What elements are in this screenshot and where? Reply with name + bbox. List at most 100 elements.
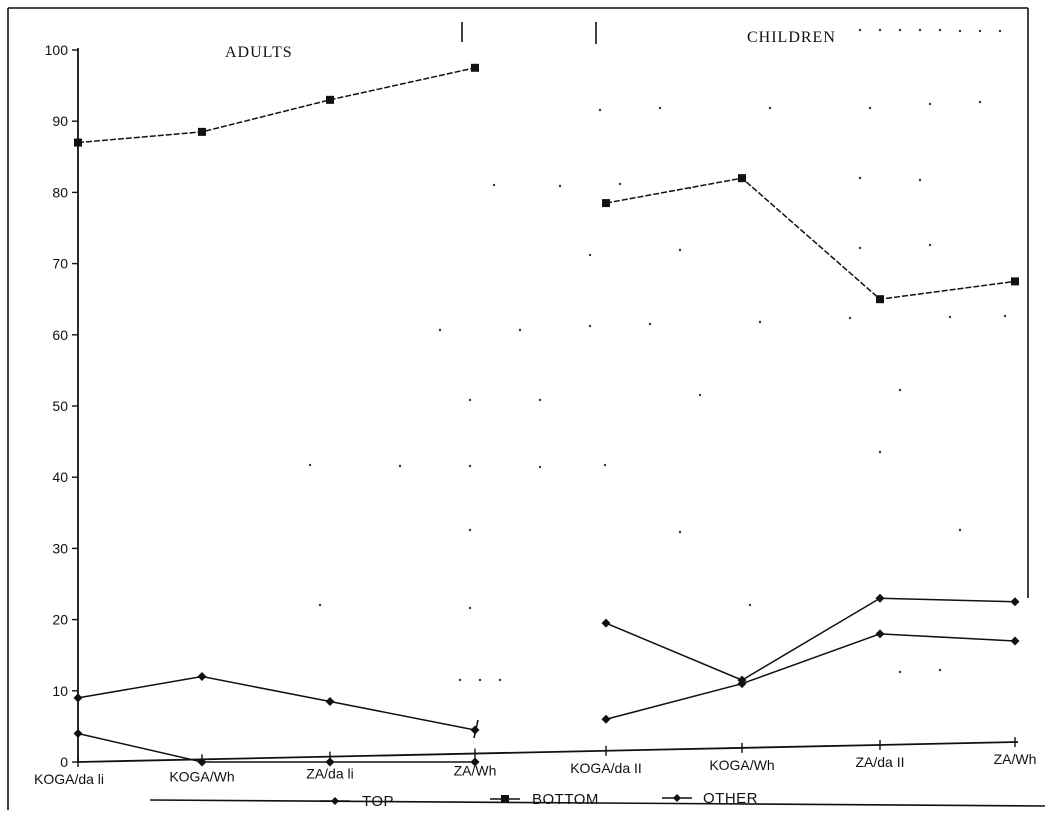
series-bottom-point	[1011, 277, 1019, 286]
legend: TOP BOTTOM OTHER	[320, 790, 758, 810]
series-top-point	[325, 757, 335, 767]
scan-speck	[978, 100, 982, 104]
series-other-line-children	[605, 597, 1016, 681]
y-tick-label: 60	[52, 327, 68, 343]
scan-speck	[588, 253, 592, 257]
series-other-point	[601, 618, 611, 628]
y-tick-label: 20	[52, 612, 68, 628]
panel-title-children: CHILDREN	[747, 29, 836, 46]
panel-titles: ADULTS CHILDREN	[225, 29, 836, 61]
scan-speck	[318, 603, 322, 607]
series-other-point	[325, 696, 335, 706]
scan-speck	[768, 106, 772, 110]
scan-specks	[308, 28, 1007, 682]
scan-speck	[848, 316, 852, 320]
x-tick-label: ZA/da II	[855, 754, 904, 770]
scan-speck	[1003, 314, 1007, 318]
series-top-line-children	[605, 633, 1016, 721]
scan-speck	[678, 530, 682, 534]
scan-speck	[898, 28, 902, 32]
series-bottom-line-adults	[77, 67, 476, 144]
scan-speck	[478, 678, 482, 682]
scan-speck	[858, 28, 862, 32]
series-bottom-point	[198, 127, 206, 136]
scan-speck	[748, 603, 752, 607]
series-other-point	[73, 693, 83, 703]
y-tick-label: 70	[52, 256, 68, 272]
scan-speck	[978, 29, 982, 33]
legend-marker-other	[673, 794, 681, 802]
scan-speck	[492, 183, 496, 187]
scan-speck	[588, 324, 592, 328]
scan-speck	[858, 246, 862, 250]
series-lines	[77, 67, 1016, 763]
scan-speck	[998, 29, 1002, 33]
scan-speck	[758, 320, 762, 324]
scan-speck	[658, 106, 662, 110]
series-bottom-point	[738, 174, 746, 183]
scan-speck	[858, 176, 862, 180]
scan-speck	[538, 465, 542, 469]
y-tick-label: 40	[52, 469, 68, 485]
x-axis	[77, 741, 1019, 763]
y-tick-label: 30	[52, 540, 68, 556]
y-tick-label: 90	[52, 113, 68, 129]
scan-speck	[868, 106, 872, 110]
series-top-point	[73, 729, 83, 739]
series-other-point	[1010, 597, 1020, 607]
scan-speck	[928, 243, 932, 247]
frame-bottom	[149, 799, 1045, 807]
series-bottom-point	[471, 63, 479, 72]
series-other-point	[197, 672, 207, 682]
scan-speck	[468, 464, 472, 468]
series-top-point	[875, 629, 885, 639]
scan-speck	[618, 182, 622, 186]
x-tick-label: ZA/Wh	[994, 751, 1037, 767]
series-top-line-adults	[77, 732, 475, 763]
scan-speck	[538, 398, 542, 402]
series-bottom-point	[74, 138, 82, 147]
series-top-point	[470, 757, 480, 767]
series-top-point	[1010, 636, 1020, 646]
legend-marker-bottom	[501, 795, 509, 803]
scan-speck	[688, 186, 692, 190]
series-bottom-point	[326, 95, 334, 104]
scan-speck	[438, 328, 442, 332]
series-bottom-point	[876, 295, 884, 304]
chart-frame	[7, 7, 1045, 810]
legend-marker-top	[331, 797, 339, 805]
x-tick-label: ZA/Wh	[454, 763, 497, 779]
x-tick-label: ZA/da li	[306, 766, 353, 782]
axes: 0 10 20 30 40 50 60 70 80 90 100 KOGA/da li KOGA/Wh Z…	[34, 42, 1036, 787]
legend-item-top: TOP	[320, 793, 394, 810]
scan-speck	[468, 398, 472, 402]
series-other-point	[737, 675, 747, 685]
x-tick-label: KOGA/Wh	[169, 768, 234, 784]
series-markers	[73, 63, 1020, 767]
series-other-point	[875, 593, 885, 603]
legend-item-other: OTHER	[662, 790, 758, 807]
y-tick-label: 0	[60, 754, 68, 770]
legend-label-other: OTHER	[703, 790, 758, 807]
scan-speck	[898, 670, 902, 674]
scan-speck	[468, 606, 472, 610]
legend-label-top: TOP	[362, 793, 394, 810]
scan-speck	[878, 28, 882, 32]
scan-speck	[598, 108, 602, 112]
scan-speck	[938, 668, 942, 672]
y-tick-label: 50	[52, 398, 68, 414]
scan-speck	[308, 463, 312, 467]
x-tick-label: KOGA/da II	[570, 760, 642, 776]
x-tick-label: KOGA/da li	[34, 771, 104, 787]
panel-title-adults: ADULTS	[225, 44, 293, 61]
series-bottom-point	[602, 199, 610, 208]
scan-speck	[898, 388, 902, 392]
scan-speck	[498, 678, 502, 682]
series-other-line-adults	[77, 675, 476, 731]
scan-speck	[938, 28, 942, 32]
series-top-point	[601, 714, 611, 724]
scan-speck	[958, 29, 962, 33]
y-tick-label: 100	[45, 42, 69, 58]
scan-speck	[398, 464, 402, 468]
